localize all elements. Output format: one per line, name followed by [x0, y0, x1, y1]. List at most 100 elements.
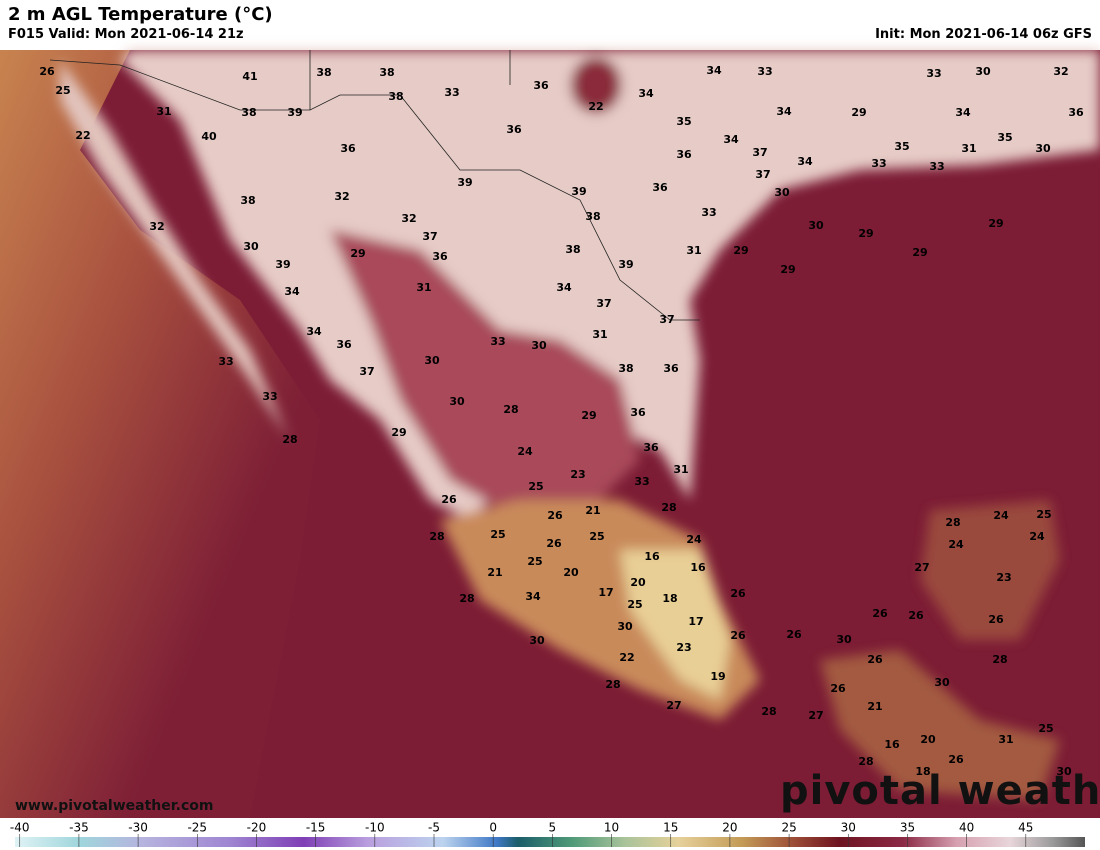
temperature-label: 35 [894, 140, 909, 153]
temperature-label: 28 [858, 755, 873, 768]
colorbar-tick-label: 40 [959, 821, 974, 835]
temperature-label: 38 [240, 194, 255, 207]
valid-time: F015 Valid: Mon 2021-06-14 21z [8, 27, 244, 42]
temperature-label: 33 [701, 206, 716, 219]
temperature-label: 36 [1068, 106, 1084, 119]
temperature-label: 25 [490, 528, 505, 541]
colorbar-tick-label: 15 [663, 821, 678, 835]
temperature-label: 25 [527, 555, 542, 568]
temperature-label: 31 [156, 105, 171, 118]
temperature-label: 19 [710, 670, 725, 683]
temperature-label: 30 [424, 354, 440, 367]
temperature-label: 31 [686, 244, 701, 257]
temperature-label: 26 [872, 607, 888, 620]
temperature-label: 18 [662, 592, 677, 605]
temperature-label: 33 [871, 157, 886, 170]
colorbar-tick-label: -30 [128, 821, 148, 835]
temperature-label: 34 [797, 155, 813, 168]
temperature-label: 29 [780, 263, 795, 276]
colorbar-tick-label: 20 [722, 821, 737, 835]
colorbar [15, 837, 1085, 847]
temperature-label: 25 [528, 480, 543, 493]
temperature-label: 33 [490, 335, 505, 348]
temperature-label: 28 [503, 403, 518, 416]
borders [49, 50, 700, 321]
temperature-label: 24 [948, 538, 964, 551]
temperature-label: 16 [644, 550, 660, 563]
temperature-label: 37 [755, 168, 770, 181]
temperature-label: 25 [1036, 508, 1051, 521]
temperature-label: 30 [934, 676, 950, 689]
temperature-label: 20 [630, 576, 646, 589]
temperature-label: 32 [1053, 65, 1068, 78]
temperature-label: 33 [218, 355, 233, 368]
temperature-label: 41 [242, 70, 257, 83]
temperature-label: 27 [808, 709, 823, 722]
temperature-label: 26 [546, 537, 562, 550]
temperature-label: 31 [592, 328, 607, 341]
temperature-label: 26 [730, 629, 746, 642]
temperature-label: 21 [487, 566, 502, 579]
temperature-label: 25 [1038, 722, 1053, 735]
temperature-label: 36 [533, 79, 549, 92]
colorbar-tick-label: 10 [604, 821, 619, 835]
temperature-label: 22 [75, 129, 90, 142]
temperature-label: 16 [690, 561, 706, 574]
website: www.pivotalweather.com [15, 798, 214, 814]
temperature-label: 21 [867, 700, 882, 713]
temperature-label: 23 [570, 468, 585, 481]
colorbar-tick-label: -15 [306, 821, 326, 835]
temperature-label: 38 [565, 243, 580, 256]
temperature-label: 28 [605, 678, 620, 691]
temperature-label: 30 [808, 219, 824, 232]
temperature-label: 30 [449, 395, 465, 408]
temperature-label: 31 [416, 281, 431, 294]
temperature-label: 28 [459, 592, 474, 605]
temperature-label: 29 [851, 106, 866, 119]
temperature-label: 39 [287, 106, 302, 119]
temperature-label: 29 [858, 227, 873, 240]
temperature-label: 31 [673, 463, 688, 476]
temperature-label: 22 [619, 651, 634, 664]
title: 2 m AGL Temperature (°C) [8, 4, 273, 25]
temperature-label: 32 [401, 212, 416, 225]
temperature-label: 26 [786, 628, 802, 641]
temperature-label: 31 [998, 733, 1013, 746]
temperature-label: 25 [589, 530, 604, 543]
temperature-label: 21 [585, 504, 600, 517]
temperature-label: 28 [992, 653, 1007, 666]
temperature-label: 39 [618, 258, 633, 271]
temperature-label: 39 [457, 176, 472, 189]
init-time: Init: Mon 2021-06-14 06z GFS [875, 27, 1092, 42]
temperature-label: 36 [652, 181, 668, 194]
temperature-label: 36 [643, 441, 659, 454]
colorbar-tick-label: -35 [69, 821, 89, 835]
temperature-label: 38 [379, 66, 394, 79]
temperature-label: 29 [733, 244, 748, 257]
temperature-label: 37 [596, 297, 611, 310]
temperature-label: 37 [422, 230, 437, 243]
temperature-label: 30 [1056, 765, 1072, 778]
colorbar-tick-label: -20 [247, 821, 267, 835]
temperature-label: 16 [884, 738, 900, 751]
colorbar-tick-label: -5 [428, 821, 440, 835]
temperature-label: 30 [617, 620, 633, 633]
temperature-label: 33 [262, 390, 277, 403]
colorbar-tick-label: -10 [365, 821, 385, 835]
temperature-label: 28 [945, 516, 960, 529]
temperature-label: 26 [988, 613, 1004, 626]
temperature-label: 26 [948, 753, 964, 766]
colorbar-tick-label: -25 [187, 821, 207, 835]
temperature-label: 29 [581, 409, 596, 422]
temperature-label: 30 [529, 634, 545, 647]
temperature-label: 28 [661, 501, 676, 514]
temperature-label: 26 [547, 509, 563, 522]
temperature-label: 32 [334, 190, 349, 203]
temperature-label: 25 [627, 598, 642, 611]
temperature-label: 27 [666, 699, 681, 712]
temperature-label: 26 [830, 682, 846, 695]
temperature-label: 39 [571, 185, 586, 198]
